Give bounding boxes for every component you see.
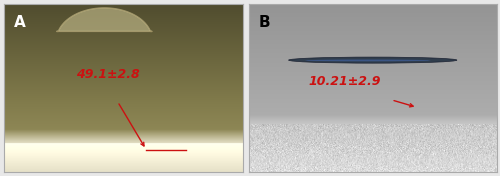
Text: 49.1±2.8: 49.1±2.8: [76, 68, 140, 81]
Ellipse shape: [288, 57, 457, 63]
Ellipse shape: [304, 59, 431, 61]
Polygon shape: [56, 8, 152, 31]
Text: A: A: [14, 15, 26, 30]
Text: 10.21±2.9: 10.21±2.9: [308, 75, 381, 88]
Text: B: B: [259, 15, 270, 30]
